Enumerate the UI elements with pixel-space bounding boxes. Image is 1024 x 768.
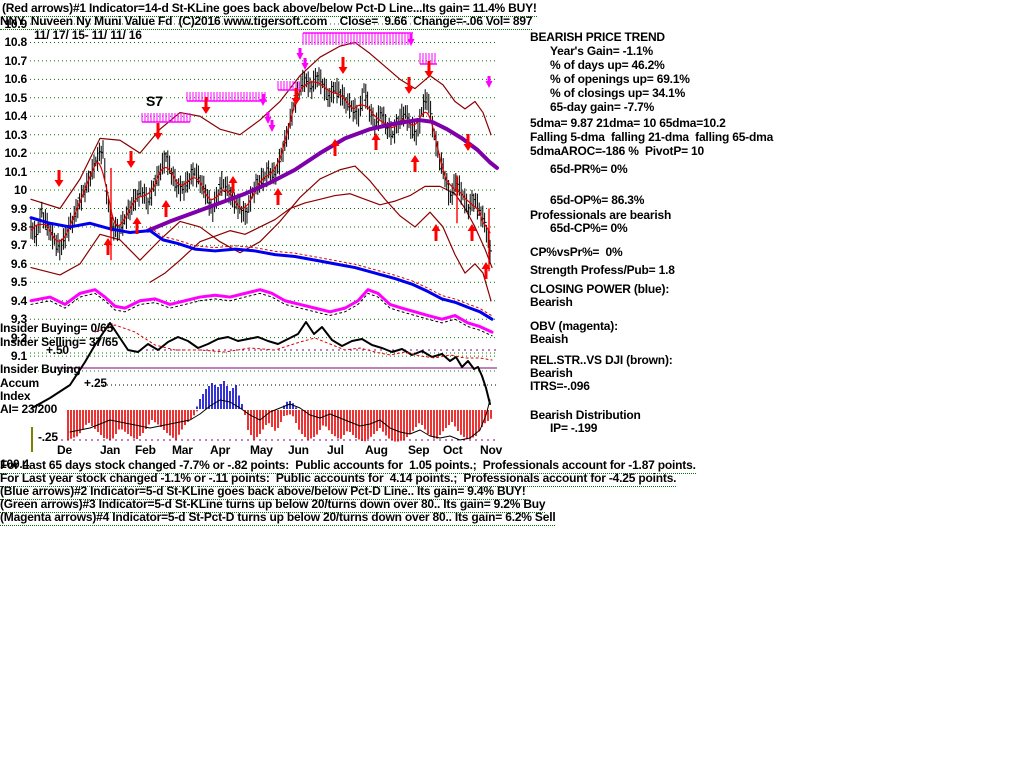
right-panel-line: 5dmaAROC=-186 % PivotP= 10 bbox=[530, 144, 705, 158]
y-axis-label: 10.8 bbox=[4, 35, 27, 50]
left-pane-label: Index bbox=[0, 389, 31, 403]
right-panel-line: % of closings up= 34.1% bbox=[550, 86, 686, 100]
right-panel-line: % of openings up= 69.1% bbox=[550, 72, 690, 86]
right-panel-line: 65d-PR%= 0% bbox=[550, 162, 628, 176]
x-axis-month-label: Jan bbox=[100, 443, 121, 457]
x-axis-month-label: Jun bbox=[288, 443, 309, 457]
bottom-note-line: (Magenta arrows)#4 Indicator=5-d St-Pct-… bbox=[0, 510, 556, 526]
left-pane-label: +.25 bbox=[84, 376, 107, 390]
y-axis-label: 10.7 bbox=[4, 53, 27, 68]
left-pane-label: +.50 bbox=[46, 343, 69, 357]
indicator-note-red-arrows: (Red arrows)#1 Indicator=14-d St-KLine g… bbox=[2, 1, 537, 17]
x-axis-month-label: Mar bbox=[172, 443, 193, 457]
y-axis-label: 9.7 bbox=[10, 238, 27, 253]
right-panel-line: OBV (magenta): bbox=[530, 319, 618, 333]
y-axis-label: 9.6 bbox=[10, 256, 27, 271]
x-axis-month-label: May bbox=[250, 443, 273, 457]
y-axis-label: 10.9 bbox=[4, 17, 27, 31]
x-axis-month-label: Jul bbox=[327, 443, 344, 457]
left-pane-label: -.25 bbox=[38, 430, 58, 444]
right-panel-line: ITRS=-.096 bbox=[530, 379, 590, 393]
right-panel-line: Bearish bbox=[530, 366, 573, 380]
right-panel-line: IP= -.199 bbox=[550, 421, 598, 435]
y-axis-label: 9.2 bbox=[10, 330, 27, 345]
y-axis-label: 9.9 bbox=[10, 201, 27, 216]
y-axis-label: 10 bbox=[14, 183, 27, 198]
y-axis-label: 10.5 bbox=[4, 90, 27, 105]
right-panel-line: 5dma= 9.87 21dma= 10 65dma=10.2 bbox=[530, 116, 726, 130]
x-axis-month-label: Feb bbox=[135, 443, 156, 457]
ticker-title-line: NNY Nuveen Ny Muni Value Fd (C)2016 www.… bbox=[0, 14, 533, 30]
bottom-note-line: For Last 65 days stock changed -7.7% or … bbox=[0, 458, 696, 474]
left-pane-label: Insider Buying= 0/65 bbox=[0, 321, 114, 335]
bottom-note-line: For Last year stock changed -1.1% or -.1… bbox=[0, 471, 677, 487]
x-axis-month-label: Oct bbox=[443, 443, 463, 457]
y-axis-label: 9.8 bbox=[10, 219, 27, 234]
s7-annotation-label: S7 bbox=[146, 93, 163, 109]
right-panel-line: Strength Profess/Pub= 1.8 bbox=[530, 263, 675, 277]
right-panel-line: % of days up= 46.2% bbox=[550, 58, 665, 72]
right-panel-line: 65d-CP%= 0% bbox=[550, 221, 628, 235]
right-panel-line: BEARISH PRICE TREND bbox=[530, 30, 665, 44]
bottom-note-line: (Green arrows)#3 Indicator=5-d St-KLine … bbox=[0, 497, 546, 513]
x-axis-month-label: Aug bbox=[365, 443, 388, 457]
x-axis-month-label: Nov bbox=[480, 443, 503, 457]
x-axis-month-label: Apr bbox=[210, 443, 231, 457]
y-axis-label: 10.2 bbox=[4, 146, 27, 161]
right-panel-line: Beaish bbox=[530, 332, 569, 346]
indicator-note-red-arrows-text: (Red arrows)#1 Indicator=14-d St-KLine g… bbox=[2, 1, 537, 17]
right-panel-line: Year's Gain= -1.1% bbox=[550, 44, 653, 58]
date-range: 11/ 17/ 15- 11/ 11/ 16 bbox=[34, 28, 142, 42]
left-pane-label: Insider Buying bbox=[0, 362, 81, 376]
left-pane-label: Insider Selling= 37/65 bbox=[0, 335, 118, 349]
right-panel-line: 65-day gain= -7.7% bbox=[550, 100, 655, 114]
right-panel-line: REL.STR..VS DJI (brown): bbox=[530, 353, 673, 367]
right-panel-line: CP%vsPr%= 0% bbox=[530, 245, 623, 259]
right-panel-line: 65d-OP%= 86.3% bbox=[550, 193, 645, 207]
x-axis-month-label: De bbox=[57, 443, 72, 457]
right-panel-line: Bearish bbox=[530, 295, 573, 309]
overlap-number: 100.4 bbox=[0, 457, 30, 471]
bottom-note-line: (Blue arrows)#2 Indicator=5-d St-KLine g… bbox=[0, 484, 526, 500]
ticker-title-text: NNY Nuveen Ny Muni Value Fd (C)2016 www.… bbox=[0, 14, 533, 30]
bottom-note-text: For Last 65 days stock changed -7.7% or … bbox=[0, 458, 696, 474]
right-panel-line: Bearish Distribution bbox=[530, 408, 641, 422]
left-pane-label: Accum bbox=[0, 376, 40, 390]
y-axis-label: 10.1 bbox=[4, 164, 27, 179]
y-axis-label: 9.4 bbox=[10, 293, 27, 308]
bottom-note-text: (Green arrows)#3 Indicator=5-d St-KLine … bbox=[0, 497, 546, 513]
bottom-note-text: For Last year stock changed -1.1% or -.1… bbox=[0, 471, 677, 487]
left-pane-label: AI= 23/200 bbox=[0, 402, 58, 416]
x-axis-month-label: Sep bbox=[408, 443, 430, 457]
y-axis-label: 10.4 bbox=[4, 109, 27, 124]
y-axis-label: 10.3 bbox=[4, 127, 27, 142]
y-axis-label: 10.6 bbox=[4, 72, 27, 87]
y-axis-label: 9.1 bbox=[10, 349, 27, 364]
right-panel-line: Professionals are bearish bbox=[530, 208, 672, 222]
right-panel-line: CLOSING POWER (blue): bbox=[530, 282, 670, 296]
right-panel-line: Falling 5-dma falling 21-dma falling 65-… bbox=[530, 130, 774, 144]
bottom-note-text: (Blue arrows)#2 Indicator=5-d St-KLine g… bbox=[0, 484, 526, 500]
y-axis-label: 9.3 bbox=[10, 312, 27, 327]
y-axis-label: 9.5 bbox=[10, 275, 27, 290]
bottom-note-text: (Magenta arrows)#4 Indicator=5-d St-Pct-… bbox=[0, 510, 556, 526]
